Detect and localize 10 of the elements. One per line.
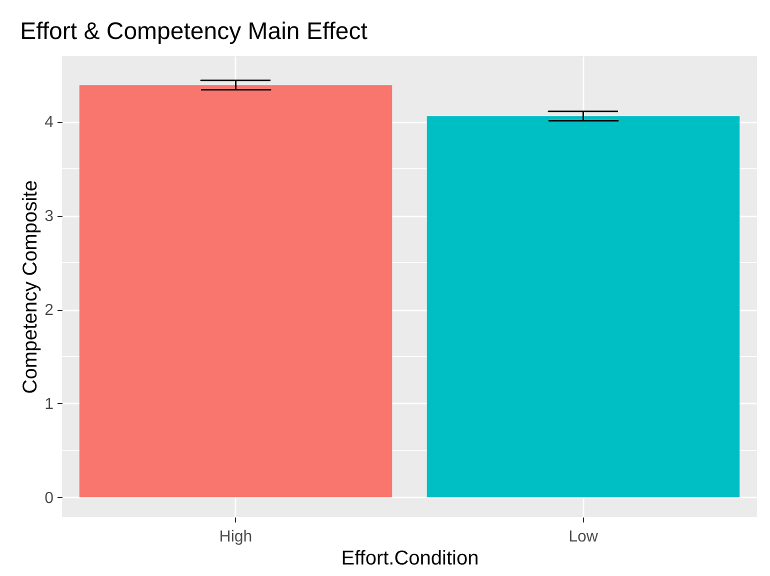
x-tick-label: High	[219, 528, 252, 546]
y-tick-label: 2	[44, 302, 54, 320]
y-tick-label: 3	[44, 208, 54, 226]
y-tick-label: 0	[44, 490, 54, 507]
x-tick-label: Low	[568, 528, 598, 546]
y-axis-title: Competency Composite	[20, 180, 42, 394]
y-tick-label: 1	[44, 396, 54, 413]
x-axis-title: Effort.Condition	[341, 548, 479, 570]
chart-title: Effort & Competency Main Effect	[20, 18, 368, 45]
y-tick-label: 4	[44, 114, 54, 132]
